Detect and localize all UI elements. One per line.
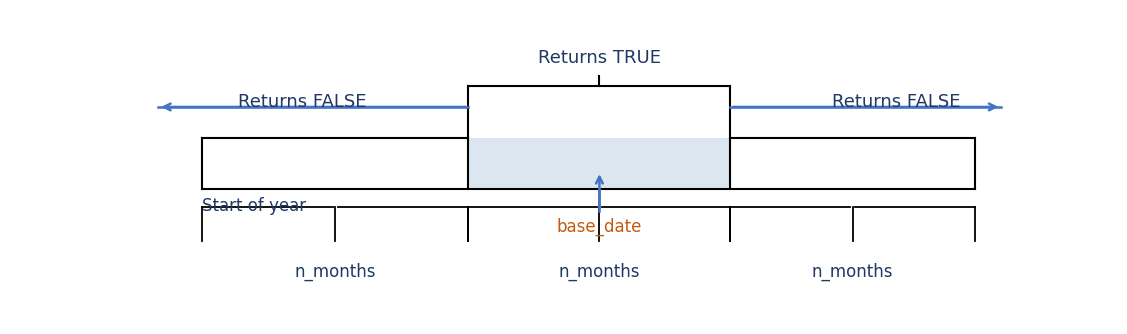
Text: n_months: n_months (559, 263, 640, 281)
FancyBboxPatch shape (469, 138, 730, 189)
Text: Returns TRUE: Returns TRUE (538, 49, 660, 67)
Text: Start of year: Start of year (202, 197, 307, 215)
Text: n_months: n_months (294, 263, 375, 281)
Text: Returns FALSE: Returns FALSE (238, 93, 366, 111)
Text: Returns FALSE: Returns FALSE (832, 93, 960, 111)
Text: n_months: n_months (811, 263, 894, 281)
Text: base_date: base_date (557, 217, 642, 236)
